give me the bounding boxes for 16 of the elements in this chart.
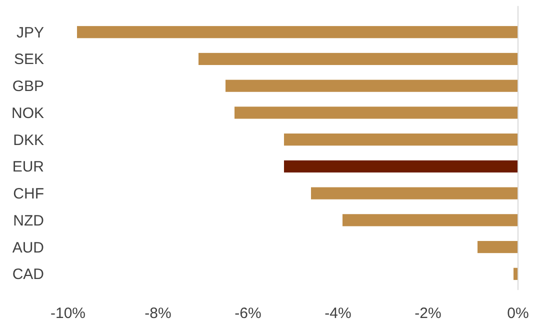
x-tick-label: -6% [234,305,262,322]
y-tick-label: NZD [13,212,44,230]
x-tick-label: 0% [507,305,529,322]
y-tick-label: NOK [11,104,44,122]
y-tick-label: CHF [13,186,44,203]
y-tick-label: JPY [16,24,44,42]
y-tick-label: CAD [12,266,44,284]
x-tick-label: -10% [50,305,86,322]
y-tick-label: GBP [12,78,44,96]
y-tick-label: EUR [12,158,44,176]
y-tick-label: DKK [13,132,44,149]
x-tick-label: -8% [144,305,172,322]
y-tick-label: SEK [14,51,44,68]
y-tick-label: AUD [12,239,44,256]
x-tick-label: -2% [414,305,442,322]
x-tick-label: -4% [324,305,352,322]
